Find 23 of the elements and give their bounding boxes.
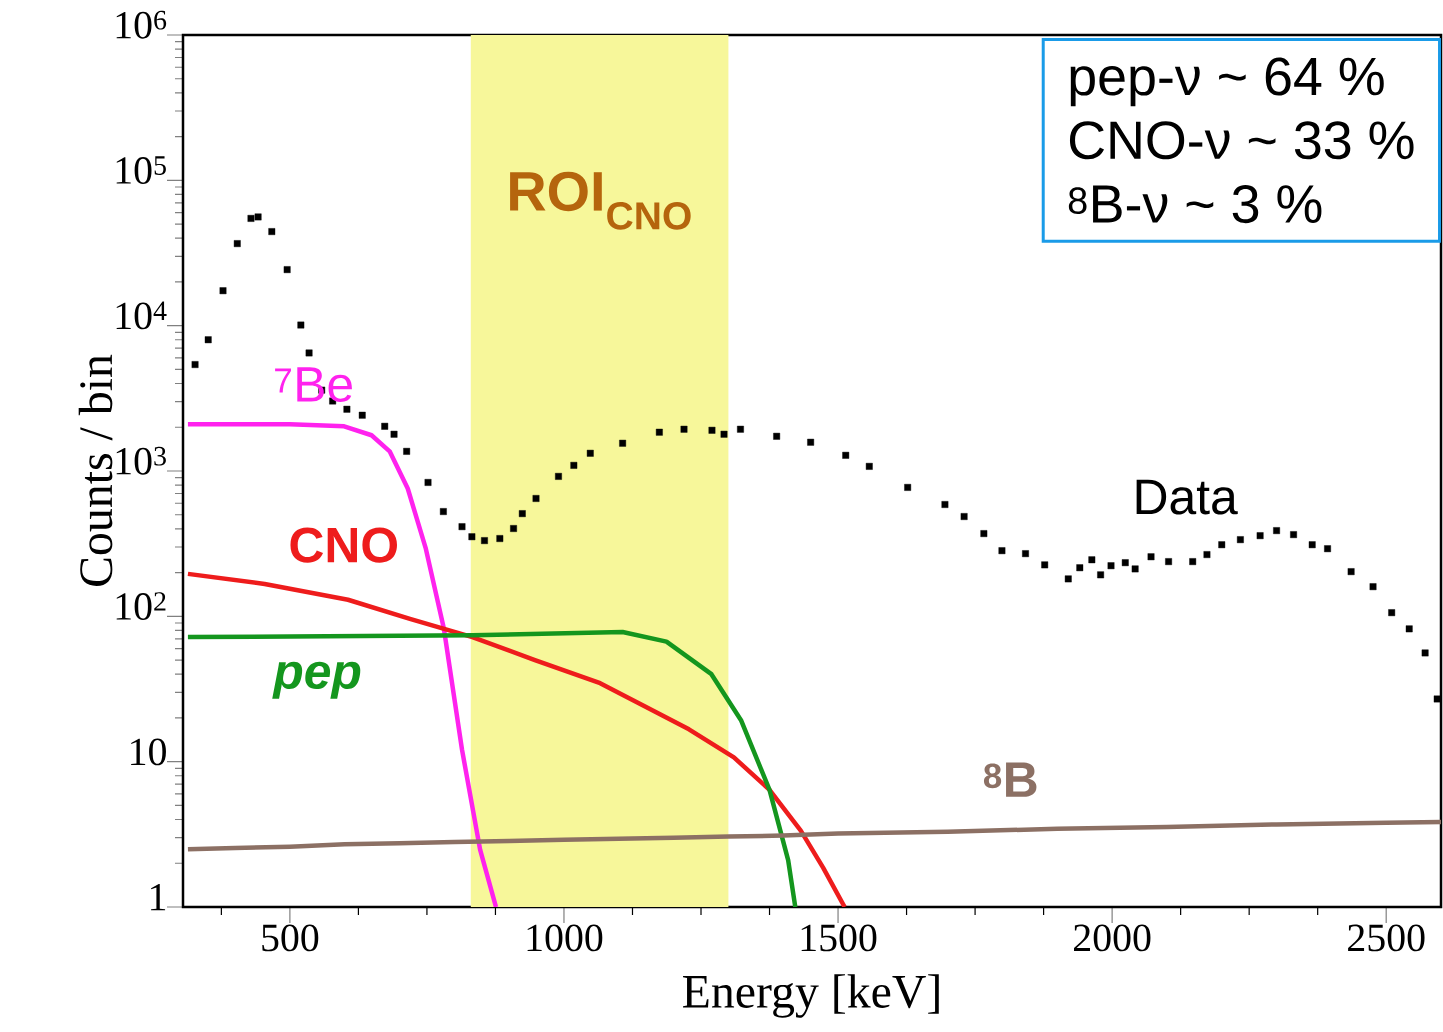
y-tick-label: 1 (151, 883, 166, 911)
annotation: $^{8}$B-ν ~ 3 % (1068, 185, 1322, 224)
annotation: pep-ν ~ 64 % (1070, 57, 1384, 107)
y-tick-label: 10$^{2}$ (116, 592, 166, 621)
x-tick-label: 2000 (1074, 924, 1151, 952)
x-tick-label: 500 (262, 924, 319, 952)
annotation: CNO-ν ~ 33 % (1069, 121, 1414, 160)
x-tick-label: 2500 (1348, 924, 1425, 952)
x-tick-label: 1000 (527, 924, 603, 952)
y-tick-label: 10$^{6}$ (116, 10, 167, 39)
series-label: pep (272, 661, 361, 699)
y-axis-title: Counts / bin (78, 354, 113, 586)
band-label: ROI$_{CNO}$ (510, 171, 691, 230)
y-tick-label: 10$^{3}$ (116, 446, 166, 475)
series-label: Data (1136, 479, 1238, 515)
x-tick-label: 1500 (801, 924, 877, 952)
y-tick-label: 10 (131, 738, 166, 766)
y-tick-label: 10$^{4}$ (116, 301, 167, 330)
series-label: CNO (290, 527, 397, 563)
series-label: $^{8}$B (983, 762, 1037, 797)
y-tick-label: 10$^{5}$ (116, 156, 166, 184)
x-axis-title: Energy [keV] (683, 974, 939, 1018)
series-label: $^{7}$Be (275, 367, 352, 403)
